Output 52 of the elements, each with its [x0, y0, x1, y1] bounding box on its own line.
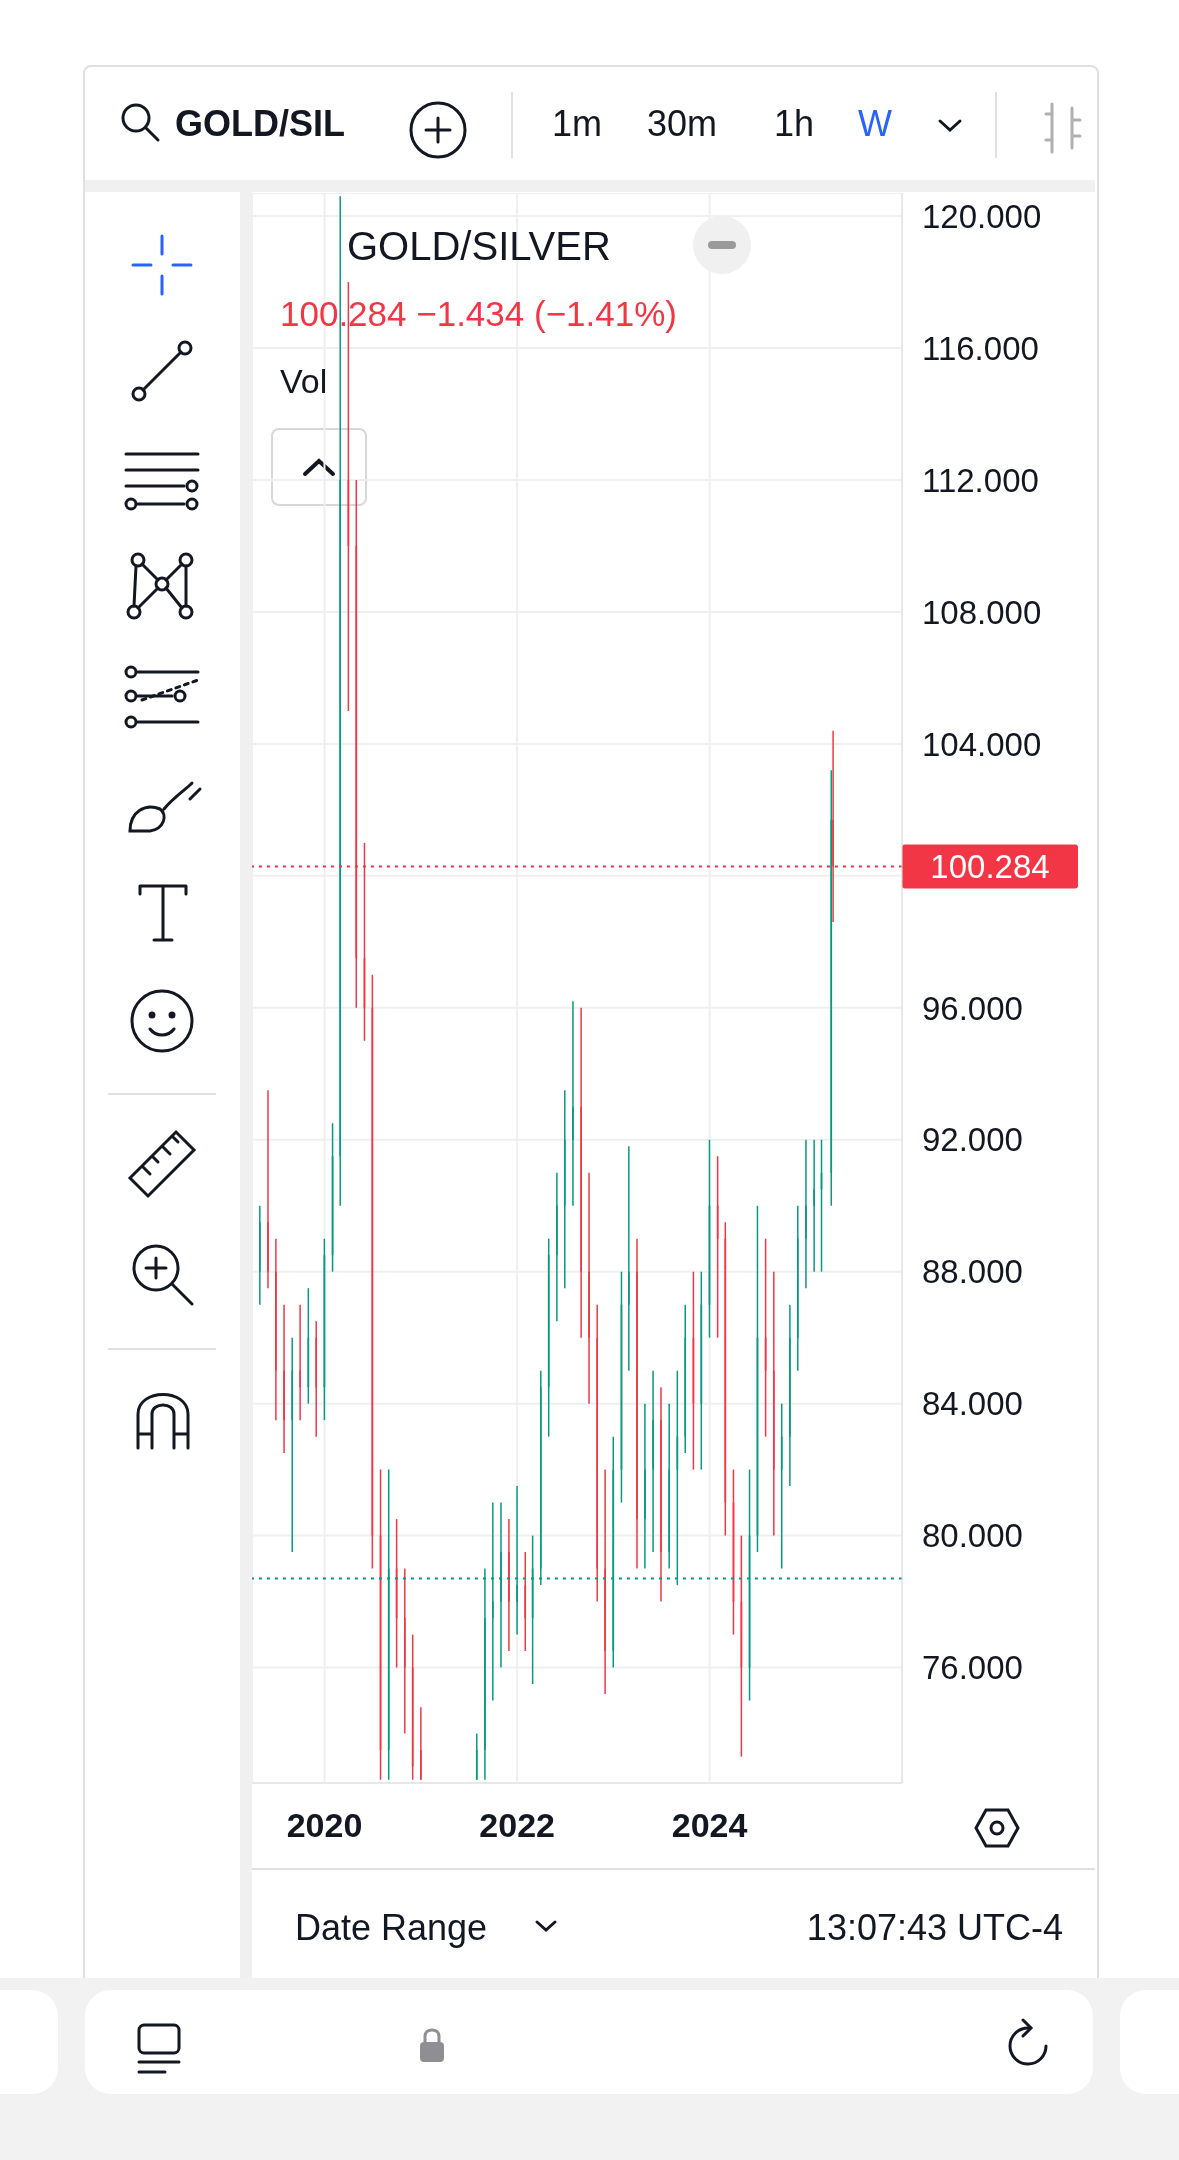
text: 1h [774, 103, 815, 144]
candlestick [580, 1007, 582, 1339]
y-tick-label: 96.000 [922, 989, 1023, 1027]
candlestick [628, 1145, 630, 1372]
candlestick [604, 1468, 606, 1695]
candlestick [772, 1270, 775, 1537]
candlestick [283, 1303, 285, 1454]
y-tick-label: 92.000 [922, 1121, 1023, 1159]
y-tick-label: 76.000 [922, 1649, 1023, 1687]
candlestick [275, 1237, 277, 1421]
text: 13:07:43 UTC-4 [806, 1907, 1063, 1948]
candlestick [636, 1237, 638, 1570]
candlestick [556, 1171, 558, 1322]
candlestick [299, 1303, 301, 1421]
text: GOLD/SILVER [347, 224, 611, 268]
y-tick-label: 80.000 [922, 1517, 1023, 1555]
candlestick [813, 1138, 815, 1273]
candlestick [668, 1402, 670, 1570]
candlestick [789, 1303, 791, 1487]
candlestick [267, 1089, 269, 1289]
x-tick-label: 2024 [671, 1806, 748, 1845]
candlestick [644, 1402, 646, 1570]
candlestick [420, 1706, 422, 1781]
y-tick-label: 88.000 [922, 1253, 1023, 1291]
y-tick-label: 104.000 [922, 725, 1042, 763]
y-tick-label: 116.000 [922, 329, 1039, 367]
candlestick [805, 1138, 807, 1289]
candlestick [547, 1237, 550, 1438]
text: 1m [552, 103, 603, 144]
candlestick [588, 1171, 590, 1405]
text: GOLD/SIL [175, 103, 345, 144]
candlestick [258, 1204, 261, 1306]
candlestick [508, 1518, 510, 1652]
candlestick [652, 1369, 654, 1553]
ref-line-label: 100.284 [930, 848, 1050, 886]
candlestick [780, 1402, 783, 1570]
y-tick-label: 108.000 [922, 593, 1042, 631]
x-tick-label: 2022 [479, 1806, 555, 1845]
y-tick-label: 112.000 [922, 461, 1039, 499]
annotation: Vol [280, 362, 328, 400]
text: W [858, 103, 892, 144]
candlestick [700, 1270, 703, 1471]
candlestick [724, 1221, 727, 1537]
x-tick-label: 2020 [286, 1806, 363, 1845]
text: 30m [647, 103, 718, 144]
y-tick-label: 84.000 [922, 1385, 1023, 1423]
candlestick [411, 1633, 414, 1781]
candlestick [572, 1000, 574, 1207]
candlestick [307, 1287, 310, 1405]
text: Date Range [295, 1907, 488, 1948]
y-tick-label: 120.000 [922, 197, 1042, 235]
candlestick [660, 1386, 662, 1603]
